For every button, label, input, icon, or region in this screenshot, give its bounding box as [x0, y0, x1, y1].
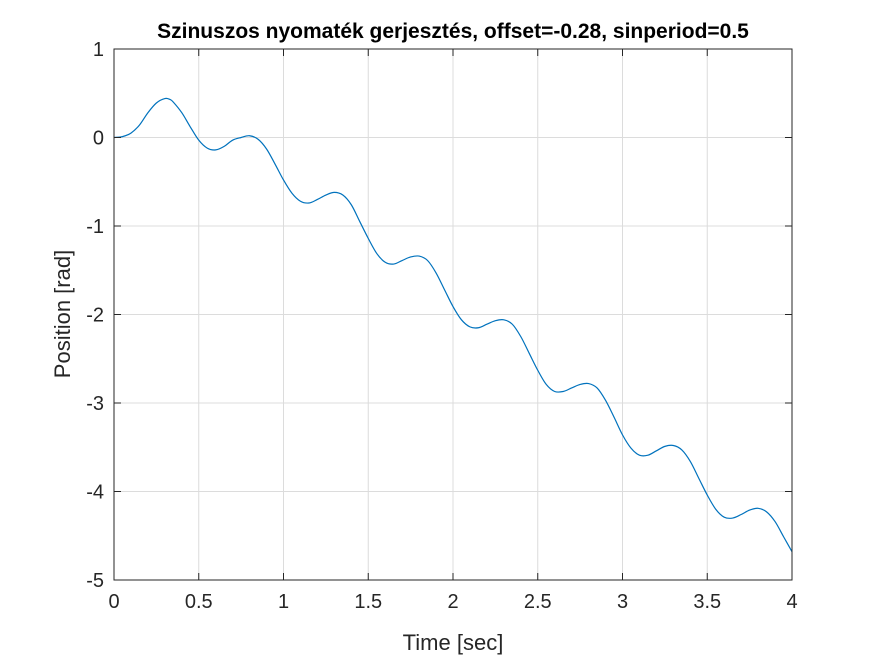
- x-axis-label: Time [sec]: [403, 630, 504, 655]
- series-layer: [113, 97, 793, 552]
- y-tick-label: -1: [86, 216, 104, 238]
- y-tick-label: -4: [86, 482, 104, 504]
- x-tick-label: 3.5: [693, 591, 721, 613]
- y-tick-label: -3: [86, 393, 104, 415]
- y-axis-label: Position [rad]: [50, 250, 75, 378]
- y-tick-label: -2: [86, 305, 104, 327]
- x-tick-label: 2.5: [524, 591, 552, 613]
- x-tick-label: 2: [447, 591, 458, 613]
- y-tick-label: 1: [93, 39, 104, 61]
- y-tick-label: 0: [93, 128, 104, 150]
- x-tick-label: 4: [786, 591, 797, 613]
- chart-title: Szinuszos nyomaték gerjesztés, offset=-0…: [157, 20, 749, 43]
- x-tick-label: 0.5: [185, 591, 213, 613]
- x-tick-label: 1: [278, 591, 289, 613]
- x-tick-label: 0: [108, 591, 119, 613]
- x-tick-label: 1.5: [354, 591, 382, 613]
- ticks: 0 0.5 1 1.5 2 2.5 3 3.5 4 1 0 -1 -2 -3 -4 -5: [86, 39, 797, 613]
- position-series-line: [113, 97, 793, 552]
- x-tick-label: 3: [617, 591, 628, 613]
- y-tick-label: -5: [86, 570, 104, 592]
